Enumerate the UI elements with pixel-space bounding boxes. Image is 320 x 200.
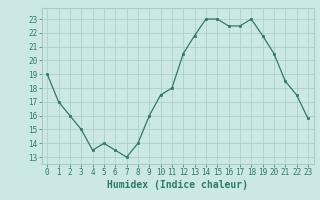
X-axis label: Humidex (Indice chaleur): Humidex (Indice chaleur) xyxy=(107,180,248,190)
